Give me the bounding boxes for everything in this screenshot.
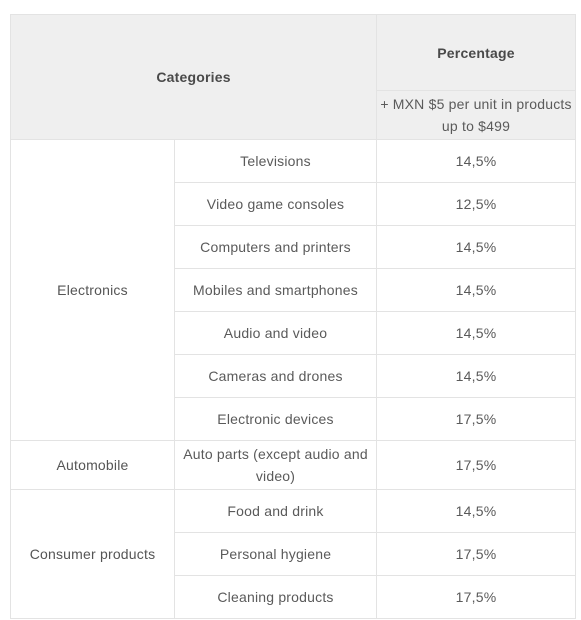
subcategory-cell: Personal hygiene: [173, 532, 378, 576]
percentage-cell: 17,5%: [376, 575, 577, 619]
table-row: Cleaning products 17,5%: [11, 575, 577, 619]
table-row: Electronic devices 17,5%: [11, 397, 577, 441]
percentage-cell: 17,5%: [376, 397, 577, 441]
subcategory-cell: Audio and video: [173, 311, 378, 355]
subcategory-cell: Video game consoles: [173, 182, 378, 226]
subcategory-cell: Auto parts (except audio and video): [173, 440, 378, 490]
table-row: Electronics Televisions 14,5%: [10, 139, 577, 441]
percentage-cell: 14,5%: [376, 268, 577, 312]
percentage-cell: 17,5%: [376, 532, 577, 576]
subcategory-cell: Computers and printers: [173, 225, 378, 269]
percentage-header: Percentage: [376, 14, 577, 91]
table-row: Consumer products Food and drink 14,5%: [10, 489, 577, 619]
percentage-cell: 14,5%: [376, 225, 577, 269]
table-row: Audio and video 14,5%: [11, 311, 577, 355]
percentage-cell: 17,5%: [376, 440, 577, 490]
table-row: Computers and printers 14,5%: [11, 225, 577, 269]
commission-table-container: Categories Percentage + MXN $5 per unit …: [9, 14, 577, 619]
category-cell-automobile: Automobile: [10, 440, 175, 490]
subcategory-cell: Mobiles and smartphones: [173, 268, 378, 312]
percentage-cell: 14,5%: [376, 489, 577, 533]
category-cell-consumer-products: Consumer products: [10, 489, 175, 619]
table-row: Video game consoles 12,5%: [11, 182, 577, 226]
percentage-cell: 14,5%: [376, 139, 577, 183]
subcategory-cell: Electronic devices: [173, 397, 378, 441]
subcategory-cell: Cameras and drones: [173, 354, 378, 398]
subcategory-cell: Televisions: [173, 139, 378, 183]
commission-table: Categories Percentage + MXN $5 per unit …: [9, 14, 577, 619]
percentage-note: + MXN $5 per unit in products up to $499: [376, 90, 577, 140]
table-row: Cameras and drones 14,5%: [11, 354, 577, 398]
percentage-cell: 14,5%: [376, 354, 577, 398]
subcategory-cell: Food and drink: [173, 489, 378, 533]
category-cell-electronics: Electronics: [10, 139, 175, 441]
percentage-cell: 12,5%: [376, 182, 577, 226]
subcategory-cell: Cleaning products: [173, 575, 378, 619]
percentage-cell: 14,5%: [376, 311, 577, 355]
categories-header: Categories: [9, 14, 378, 140]
table-row: Automobile Auto parts (except audio and …: [10, 440, 577, 490]
table-row: Mobiles and smartphones 14,5%: [11, 268, 577, 312]
table-row: Personal hygiene 17,5%: [11, 532, 577, 576]
